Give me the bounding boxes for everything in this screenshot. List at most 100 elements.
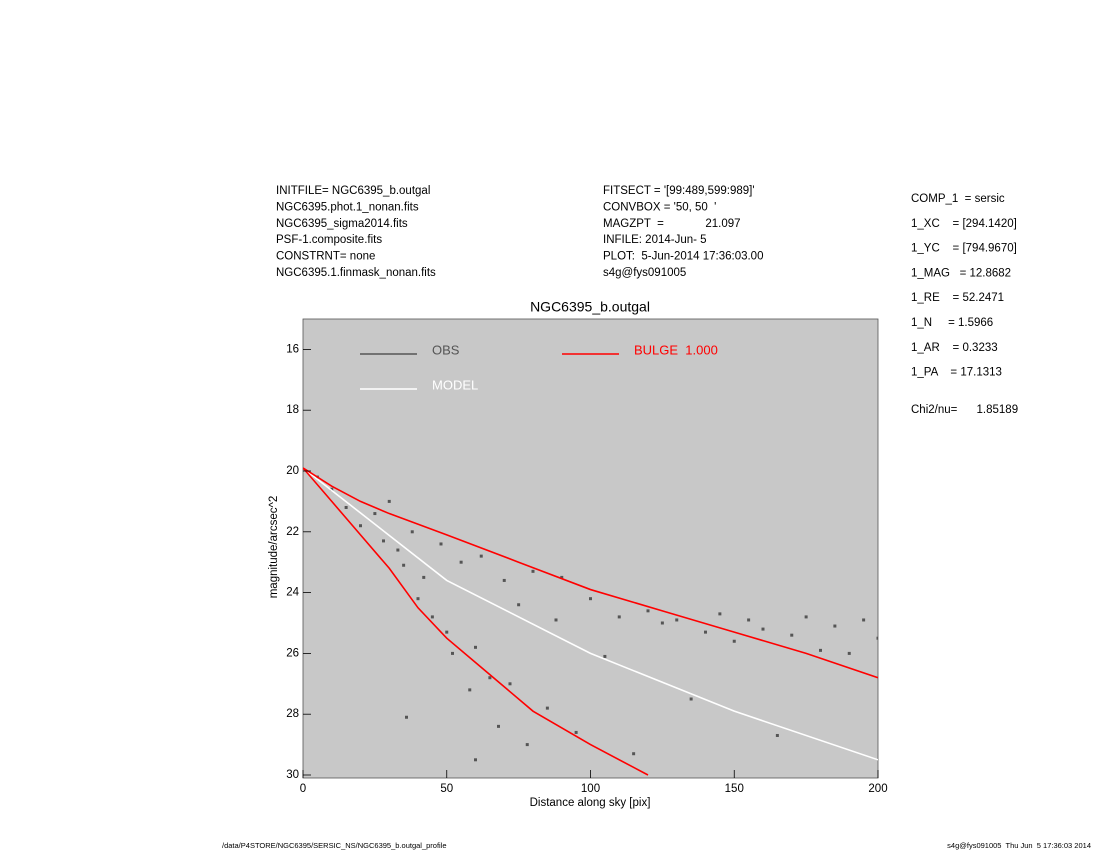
obs-point: [468, 688, 472, 692]
obs-point: [574, 730, 578, 734]
obs-point: [396, 548, 400, 552]
obs-point: [675, 618, 679, 622]
obs-point: [517, 603, 521, 607]
info-left-line: INITFILE= NGC6395_b.outgal: [276, 185, 430, 197]
obs-point: [689, 697, 693, 701]
chi2: Chi2/nu= 1.85189: [911, 404, 1018, 416]
obs-point: [402, 563, 406, 567]
obs-point: [560, 575, 564, 579]
x-tick-label: 150: [725, 783, 744, 795]
obs-point: [422, 575, 426, 579]
obs-point: [488, 676, 492, 680]
obs-point: [833, 624, 837, 628]
footer-stamp: s4g@fys091005 Thu Jun 5 17:36:03 2014: [947, 841, 1091, 850]
obs-point: [416, 597, 420, 601]
plot-area: [302, 318, 879, 779]
obs-point: [646, 609, 650, 613]
obs-point: [502, 578, 506, 582]
obs-point: [790, 633, 794, 637]
obs-point: [632, 752, 636, 756]
x-tick-label: 0: [300, 783, 306, 795]
obs-point: [804, 615, 808, 619]
plot-layer: [303, 467, 878, 776]
info-mid-line: MAGZPT = 21.097: [603, 218, 741, 230]
obs-point: [531, 569, 535, 573]
y-tick-label: 20: [286, 465, 299, 477]
obs-point: [474, 645, 477, 649]
obs-point: [497, 724, 500, 728]
obs-point: [660, 621, 664, 625]
obs-point: [344, 505, 348, 509]
obs-point: [373, 512, 377, 516]
x-tick-label: 50: [440, 783, 453, 795]
footer-path: /data/P4STORE/NGC6395/SERSIC_NS/NGC6395_…: [222, 841, 447, 850]
info-left-line: PSF-1.composite.fits: [276, 234, 382, 246]
y-tick-label: 18: [286, 404, 299, 416]
info-left-line: NGC6395.phot.1_nonan.fits: [276, 201, 419, 213]
x-axis-label: Distance along sky [pix]: [530, 797, 651, 809]
obs-point: [617, 615, 621, 619]
obs-point: [862, 618, 866, 622]
obs-point: [819, 648, 822, 652]
obs-point: [545, 706, 549, 710]
param-line: COMP_1 = sersic: [911, 193, 1005, 205]
obs-point: [747, 618, 751, 622]
obs-point: [847, 651, 851, 655]
info-left-line: CONSTRNT= none: [276, 251, 375, 263]
legend-label: OBS: [432, 342, 460, 357]
param-line: 1_YC = [794.9670]: [911, 243, 1017, 255]
obs-point: [451, 651, 454, 655]
y-tick-label: 26: [286, 647, 299, 659]
model-line: [303, 467, 649, 776]
obs-point: [508, 682, 512, 686]
obs-point: [603, 654, 607, 658]
obs-point: [718, 612, 722, 616]
obs-point: [589, 597, 592, 601]
info-mid-line: INFILE: 2014-Jun- 5: [603, 234, 707, 246]
obs-point: [445, 630, 449, 634]
legend-label: MODEL: [432, 377, 478, 392]
info-mid-line: CONVBOX = '50, 50 ': [603, 201, 716, 213]
info-left-line: NGC6395_sigma2014.fits: [276, 218, 408, 230]
x-tick-label: 100: [581, 783, 600, 795]
y-tick-label: 30: [286, 769, 299, 781]
param-line: 1_N = 1.5966: [911, 317, 993, 329]
param-line: 1_MAG = 12.8682: [911, 267, 1011, 279]
info-mid-line: s4g@fys091005: [603, 267, 686, 279]
obs-point: [479, 554, 483, 558]
obs-point: [732, 639, 736, 643]
model-line: [303, 467, 878, 761]
y-tick-label: 28: [286, 708, 299, 720]
chart-title: NGC6395_b.outgal: [530, 299, 650, 315]
obs-point: [554, 618, 558, 622]
y-axis-label: magnitude/arcsec^2: [268, 496, 280, 599]
x-tick-label: 200: [868, 783, 887, 795]
obs-point: [474, 758, 477, 762]
y-tick-label: 24: [286, 587, 299, 599]
obs-point: [775, 733, 779, 737]
obs-point: [330, 487, 334, 491]
obs-point: [525, 743, 529, 747]
obs-point: [459, 560, 463, 564]
model-line: [303, 467, 878, 679]
obs-point: [704, 630, 707, 634]
param-line: 1_XC = [294.1420]: [911, 218, 1017, 230]
obs-point: [382, 539, 385, 543]
obs-point: [387, 499, 391, 503]
param-line: 1_AR = 0.3233: [911, 342, 998, 354]
info-mid-line: FITSECT = '[99:489,599:989]': [603, 185, 755, 197]
obs-point: [430, 615, 434, 619]
y-tick-label: 22: [286, 526, 299, 538]
obs-point: [410, 530, 414, 534]
obs-point: [359, 524, 362, 528]
param-line: 1_PA = 17.1313: [911, 367, 1002, 379]
obs-point: [761, 627, 765, 631]
info-left-line: NGC6395.1.finmask_nonan.fits: [276, 267, 436, 279]
legend-label: BULGE 1.000: [634, 342, 718, 357]
obs-point: [439, 542, 443, 546]
obs-point: [405, 715, 408, 719]
info-mid-line: PLOT: 5-Jun-2014 17:36:03.00: [603, 251, 763, 263]
obs-point: [876, 636, 878, 640]
y-tick-label: 16: [286, 343, 299, 355]
